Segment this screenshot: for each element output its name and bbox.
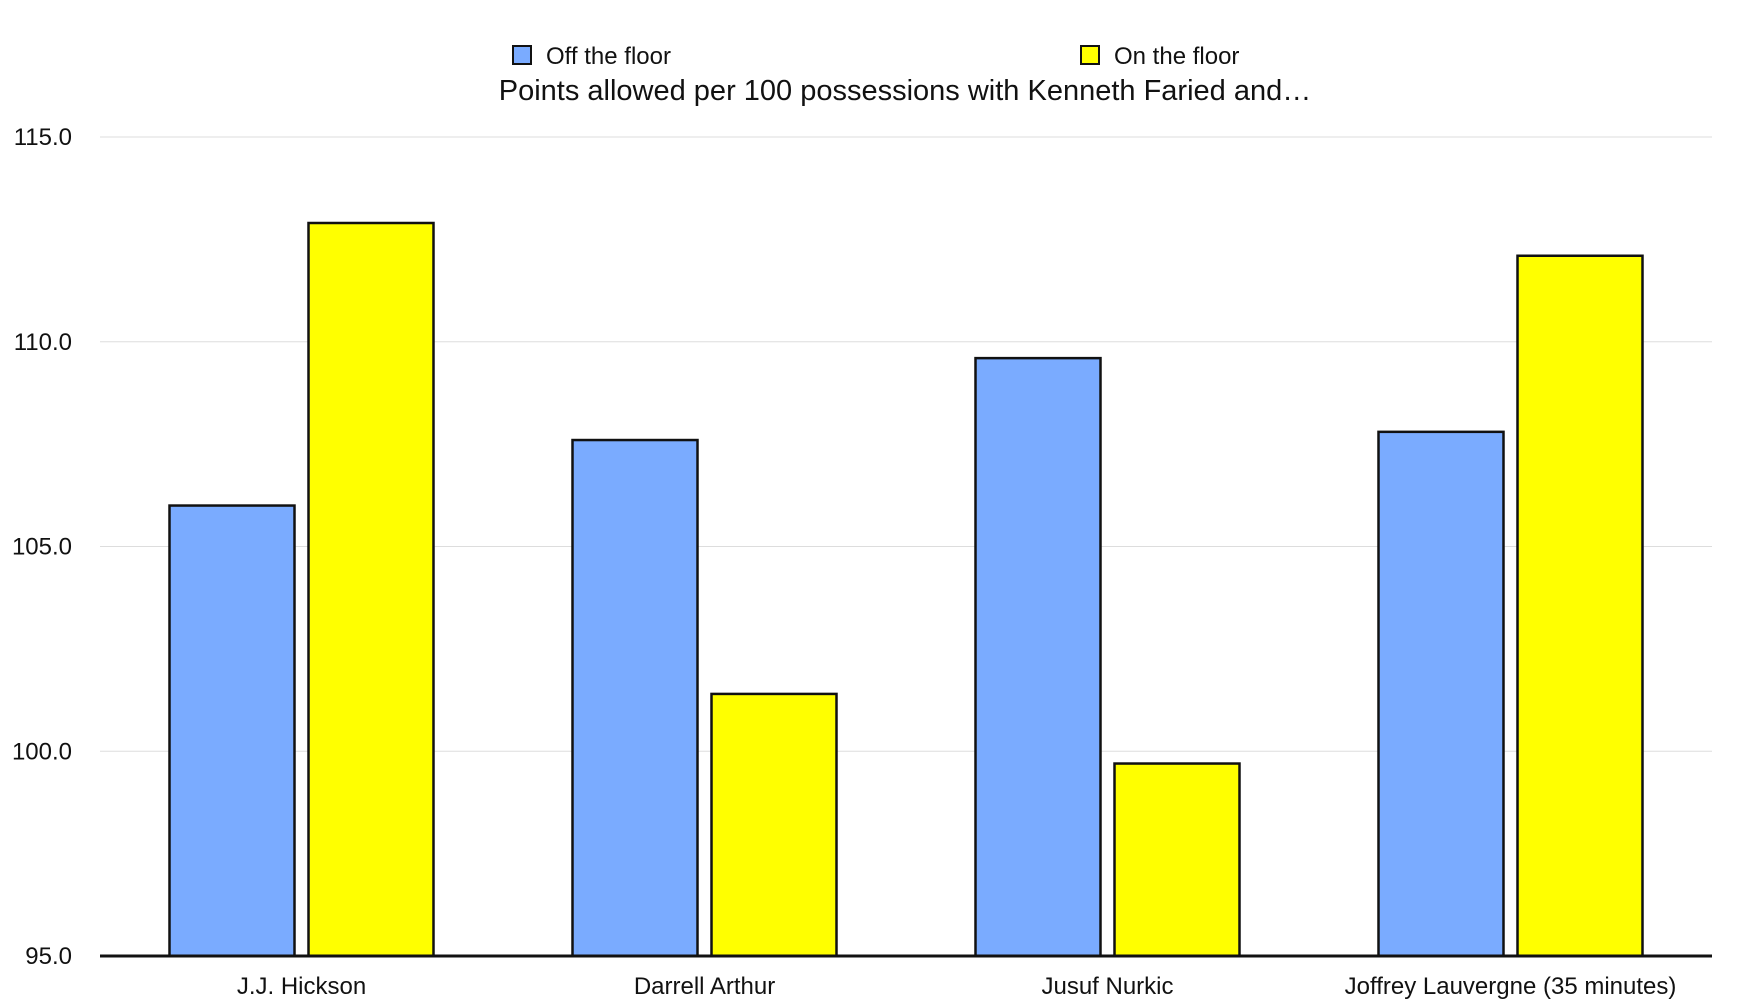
y-axis-ticks: 95.0 100.0 105.0 110.0 115.0 — [12, 124, 72, 970]
bar-on-the-floor-3 — [1516, 254, 1644, 958]
legend-swatch-off-the-floor — [512, 45, 532, 65]
y-tick-label: 105.0 — [12, 534, 72, 561]
y-tick-label: 95.0 — [25, 943, 72, 970]
y-tick-label: 115.0 — [14, 124, 72, 151]
bar-off-the-floor-0 — [168, 504, 296, 958]
legend-label-off-the-floor: Off the floor — [546, 43, 671, 70]
x-category-label: Darrell Arthur — [634, 973, 775, 1000]
x-category-label: J.J. Hickson — [237, 973, 366, 1000]
y-tick-label: 100.0 — [12, 738, 72, 765]
legend-swatch-on-the-floor — [1080, 45, 1100, 65]
bar-on-the-floor-0 — [307, 221, 435, 958]
bar-off-the-floor-2 — [974, 356, 1102, 958]
x-category-label: Jusuf Nurkic — [1041, 973, 1173, 1000]
y-tick-label: 110.0 — [14, 329, 72, 356]
legend-label-on-the-floor: On the floor — [1114, 43, 1239, 70]
bars — [168, 221, 1644, 958]
bar-off-the-floor-3 — [1377, 430, 1505, 958]
bar-on-the-floor-2 — [1113, 762, 1241, 958]
legend: Off the floor On the floor — [512, 43, 1239, 70]
bar-on-the-floor-1 — [710, 692, 838, 958]
x-category-label: Joffrey Lauvergne (35 minutes) — [1345, 973, 1677, 1000]
chart-title: Points allowed per 100 possessions with … — [499, 75, 1311, 107]
x-axis-labels: J.J. Hickson Darrell Arthur Jusuf Nurkic Jo… — [237, 973, 1677, 1000]
bar-off-the-floor-1 — [571, 438, 699, 958]
